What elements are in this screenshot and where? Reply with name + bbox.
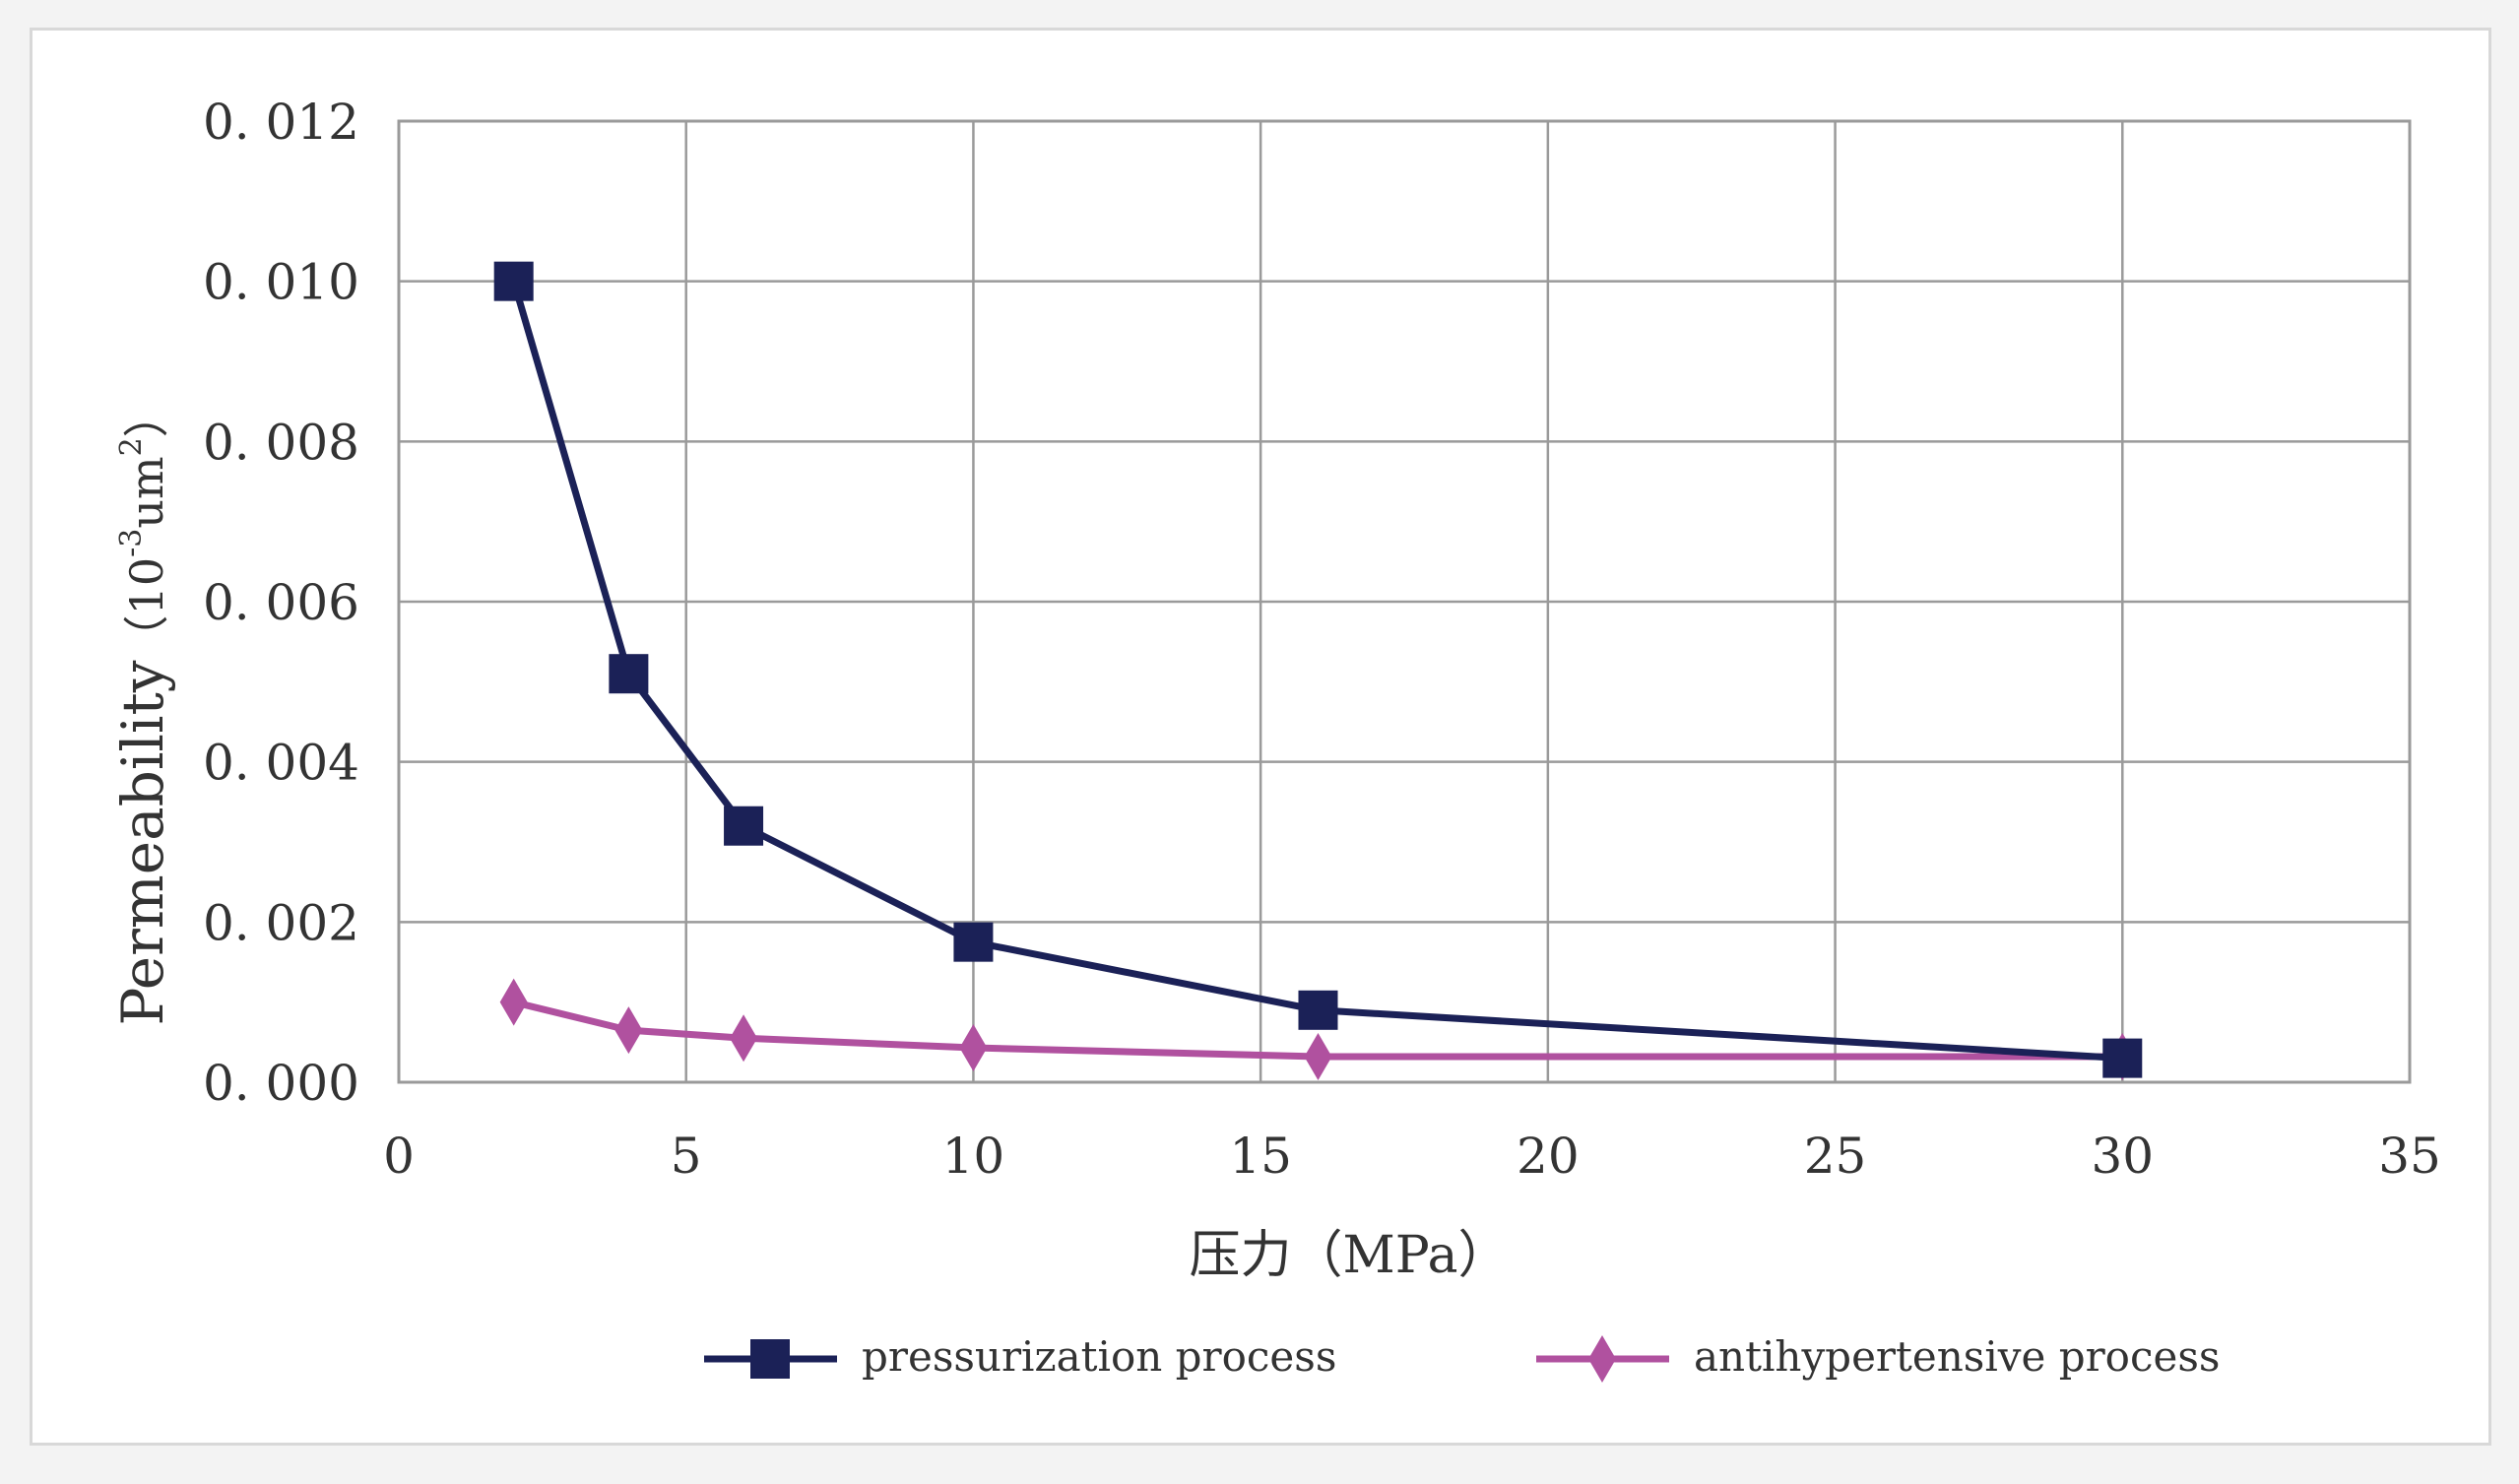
- y-tick-label: 0. 010: [203, 254, 359, 311]
- data-point: [493, 261, 534, 301]
- x-tick-label: 15: [1229, 1128, 1292, 1185]
- y-tick-label: 0. 004: [203, 735, 359, 792]
- data-point: [730, 1014, 758, 1063]
- y-tick-label: 0. 002: [203, 894, 359, 951]
- data-point: [2102, 1038, 2143, 1078]
- data-point: [959, 1024, 988, 1072]
- data-point: [1304, 1032, 1332, 1080]
- data-point: [1298, 990, 1338, 1030]
- grid: [397, 119, 2412, 1084]
- legend-label: pressurization process: [862, 1332, 1336, 1381]
- x-tick-label: 0: [383, 1128, 415, 1185]
- data-point: [499, 978, 528, 1026]
- y-tick-label: 0. 008: [203, 414, 359, 471]
- y-axis-label: Permeability（10-3um2）: [109, 392, 176, 1025]
- legend-marker-square-icon: [750, 1339, 790, 1379]
- series-group: [493, 261, 2143, 1080]
- y-tick-label: 0. 000: [203, 1055, 359, 1112]
- x-tick-label: 25: [1804, 1128, 1867, 1185]
- x-tick-label: 5: [671, 1128, 702, 1185]
- y-tick-label: 0. 006: [203, 574, 359, 631]
- data-point: [614, 1006, 643, 1055]
- tick-labels: 0 5 10 15 20 25 30 35 0. 000 0. 002 0. 004 0. 006 0.…: [203, 94, 2441, 1185]
- series-line-diamond: [512, 999, 2123, 1061]
- y-tick-label: 0. 012: [203, 94, 359, 151]
- legend: pressurization process antihypertensive p…: [704, 1332, 2220, 1383]
- data-point: [724, 806, 764, 846]
- legend-marker-diamond-icon: [1588, 1335, 1616, 1383]
- x-tick-label: 35: [2378, 1128, 2441, 1185]
- series-line-square: [510, 280, 2123, 1063]
- x-tick-label: 30: [2091, 1128, 2154, 1185]
- x-axis-label: 压力（MPa）: [1190, 1226, 1510, 1285]
- data-point: [953, 922, 994, 962]
- legend-label: antihypertensive process: [1694, 1332, 2220, 1381]
- x-tick-label: 20: [1517, 1128, 1580, 1185]
- data-point: [609, 654, 649, 694]
- x-tick-label: 10: [942, 1128, 1005, 1185]
